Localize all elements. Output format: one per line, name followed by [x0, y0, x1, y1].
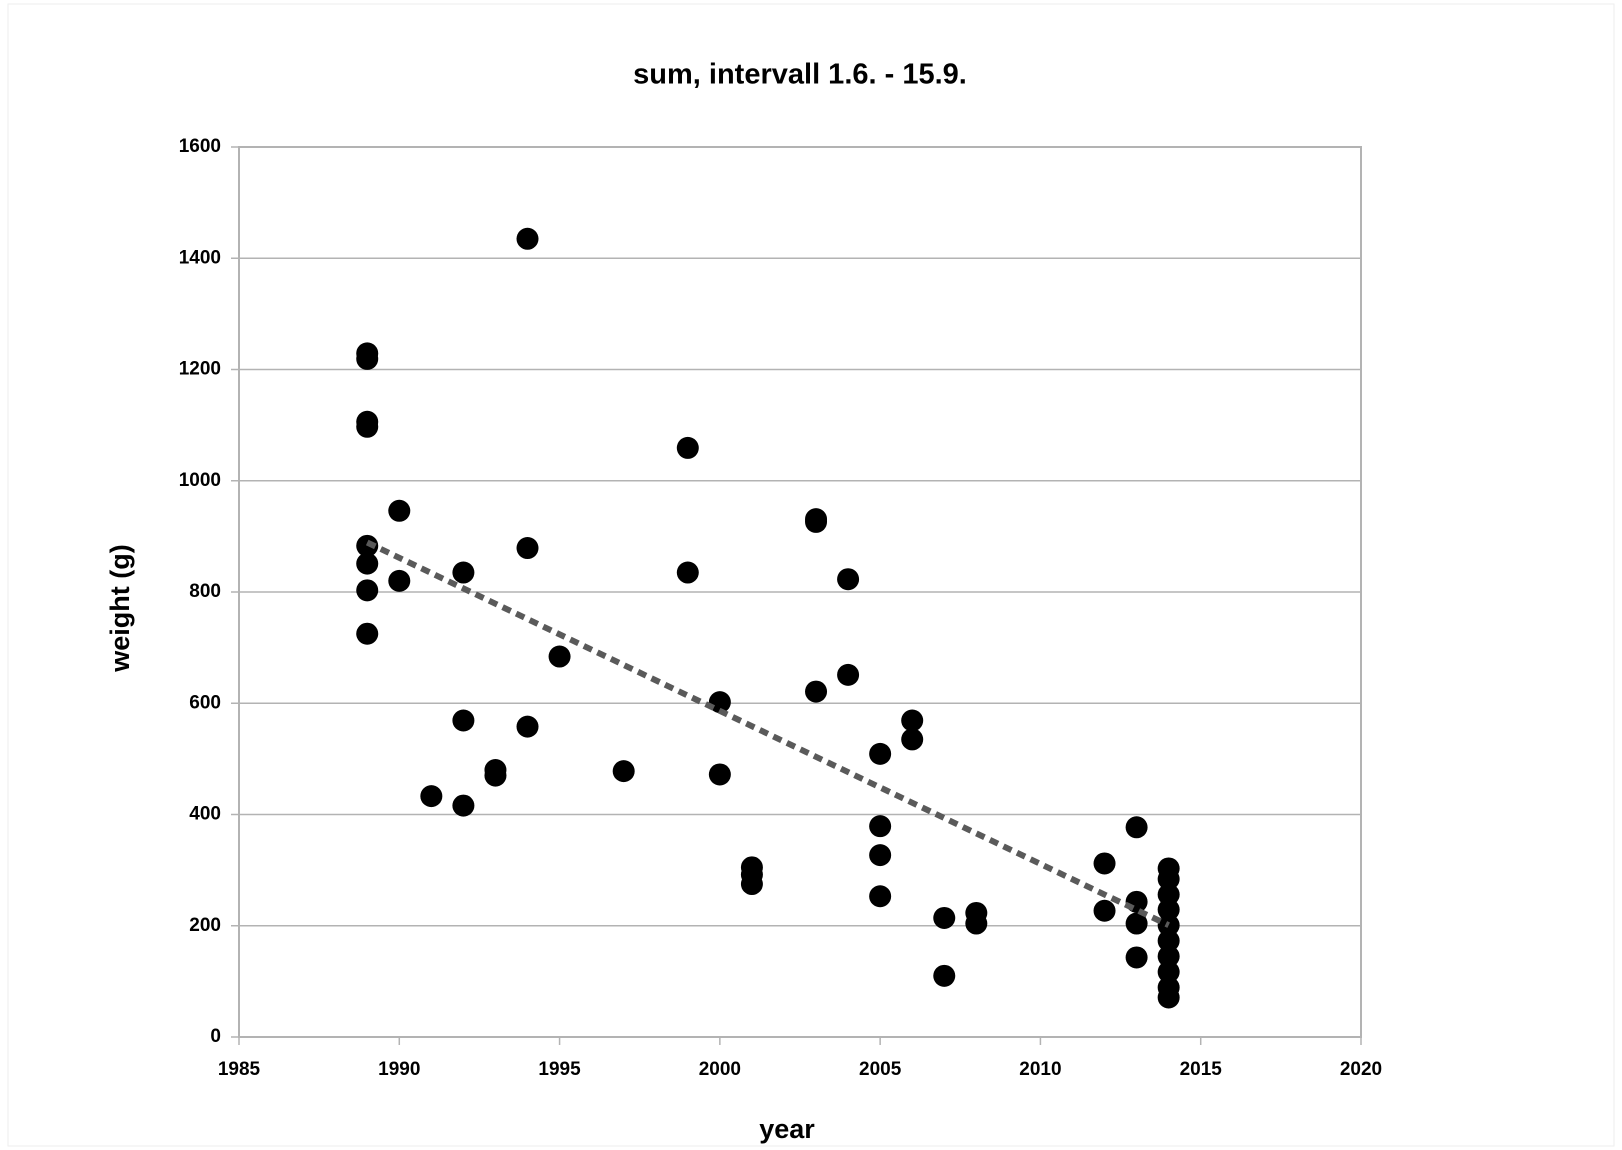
point: [388, 569, 411, 592]
point: [1125, 816, 1148, 839]
frame: [7, 3, 1615, 1147]
point: [1157, 868, 1180, 891]
point: [452, 794, 475, 817]
x-tick-label: 1985: [218, 1059, 261, 1080]
point: [1125, 946, 1148, 969]
y-tick-label: 1000: [179, 470, 221, 491]
point: [901, 709, 924, 732]
point: [548, 645, 571, 668]
x-tick-label: 2005: [859, 1059, 902, 1080]
point: [708, 691, 731, 714]
point: [869, 815, 892, 838]
point: [356, 579, 379, 602]
point: [516, 715, 539, 738]
point: [933, 906, 956, 929]
point: [869, 742, 892, 765]
point: [356, 347, 379, 370]
x-tick-label: 2015: [1180, 1059, 1223, 1080]
point: [869, 844, 892, 867]
y-tick-label: 1200: [179, 359, 221, 380]
trend-line: [365, 539, 1170, 928]
point: [356, 415, 379, 438]
y-axis-label: weight (g): [105, 544, 135, 672]
y-tick-label: 600: [189, 692, 221, 713]
point: [1157, 986, 1180, 1009]
point: [420, 785, 443, 808]
point: [356, 534, 379, 557]
point: [612, 760, 635, 783]
point: [388, 499, 411, 522]
point: [516, 537, 539, 560]
point: [837, 568, 860, 591]
point: [933, 964, 956, 987]
y-tick-label: 1600: [179, 136, 221, 157]
x-tick-label: 2020: [1340, 1059, 1382, 1080]
point: [869, 885, 892, 908]
point: [356, 552, 379, 575]
point: [805, 680, 828, 703]
y-tick-label: 800: [189, 581, 221, 602]
y-tick-label: 0: [210, 1026, 221, 1047]
point: [452, 561, 475, 584]
chart-title: sum, intervall 1.6. - 15.9.: [633, 59, 967, 91]
point: [484, 764, 507, 787]
point: [805, 510, 828, 533]
point: [837, 663, 860, 686]
point: [676, 561, 699, 584]
point: [516, 227, 539, 250]
point: [676, 436, 699, 459]
point: [1157, 960, 1180, 983]
y-tick-label: 1400: [179, 247, 221, 268]
point: [1157, 945, 1180, 968]
point: [1125, 912, 1148, 935]
x-tick-label: 1990: [378, 1059, 420, 1080]
point: [1157, 898, 1180, 921]
point: [901, 728, 924, 751]
point: [356, 622, 379, 645]
plot-frame: [238, 146, 1362, 1038]
y-tick-label: 200: [189, 915, 221, 936]
x-axis-label: year: [759, 1114, 815, 1144]
point: [1093, 852, 1116, 875]
point: [1157, 929, 1180, 952]
point: [452, 709, 475, 732]
y-tick-label: 400: [189, 804, 221, 825]
point: [965, 912, 988, 935]
point: [740, 873, 763, 896]
x-tick-label: 2010: [1019, 1059, 1061, 1080]
x-tick-label: 1995: [538, 1059, 581, 1080]
x-tick-label: 2000: [699, 1059, 741, 1080]
point: [1093, 899, 1116, 922]
point: [708, 763, 731, 786]
